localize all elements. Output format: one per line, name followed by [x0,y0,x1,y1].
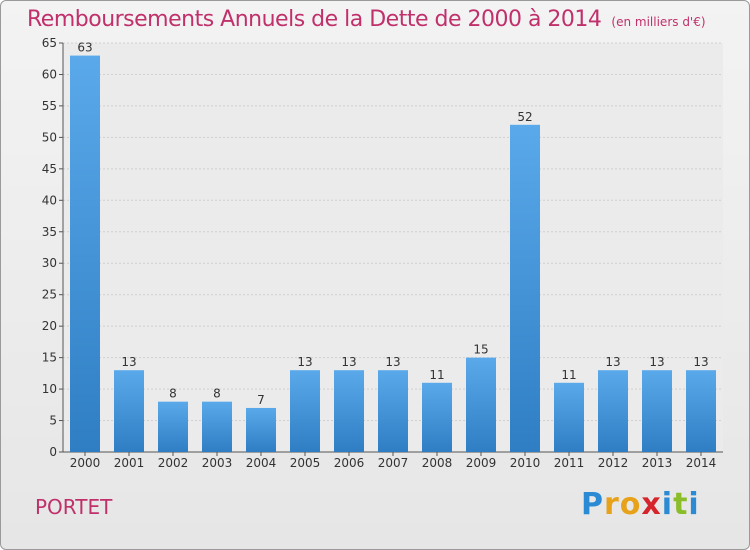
x-tick-label: 2010 [510,456,541,470]
y-tick-label: 60 [42,67,57,81]
x-tick-label: 2003 [202,456,233,470]
logo-letter: x [641,487,662,522]
y-tick-label: 10 [42,382,57,396]
data-label: 7 [257,393,265,407]
x-tick-label: 2013 [642,456,673,470]
data-label: 13 [693,355,708,369]
y-tick-label: 40 [42,193,57,207]
bar [158,401,188,452]
x-tick-label: 2011 [554,456,585,470]
x-tick-label: 2012 [598,456,629,470]
logo-letter: i [661,487,674,522]
data-label: 8 [169,387,177,401]
data-label: 13 [605,355,620,369]
logo-letter: P [581,487,604,522]
bar [378,370,408,452]
y-tick-label: 0 [49,445,57,459]
x-tick-label: 2000 [70,456,101,470]
town-name: PORTET [35,495,113,519]
proxiti-logo: Proxiti [581,487,700,522]
y-tick-label: 15 [42,351,57,365]
y-tick-label: 50 [42,130,57,144]
data-label: 13 [121,355,136,369]
data-label: 52 [517,110,532,124]
y-tick-label: 5 [49,414,57,428]
data-label: 8 [213,387,221,401]
data-label: 13 [385,355,400,369]
bar [598,370,628,452]
x-tick-label: 2005 [290,456,321,470]
logo-letter: i [688,487,700,522]
x-tick-label: 2007 [378,456,409,470]
logo-letter: r [604,487,620,522]
data-label: 13 [341,355,356,369]
y-tick-label: 65 [42,36,57,50]
x-tick-label: 2004 [246,456,277,470]
title-text: Remboursements Annuels de la Dette de 20… [27,7,602,32]
bar [642,370,672,452]
bar [114,370,144,452]
x-tick-label: 2001 [114,456,145,470]
chart-subtitle: (en milliers d'€) [611,15,706,29]
x-tick-label: 2008 [422,456,453,470]
bar [246,407,276,452]
data-label: 11 [429,368,444,382]
bar [422,382,452,452]
logo-letter: t [673,487,689,522]
bar [510,124,540,453]
logo-letter: o [619,487,642,522]
data-label: 11 [561,368,576,382]
x-tick-label: 2014 [686,456,717,470]
chart-title: Remboursements Annuels de la Dette de 20… [27,7,706,32]
x-tick-label: 2002 [158,456,189,470]
data-label: 63 [77,41,92,55]
y-tick-label: 55 [42,99,57,113]
y-tick-label: 25 [42,288,57,302]
y-tick-label: 20 [42,319,57,333]
bar [70,55,100,452]
bar [554,382,584,452]
bar [466,357,496,452]
data-label: 13 [649,355,664,369]
y-tick-label: 45 [42,162,57,176]
data-label: 15 [473,343,488,357]
y-tick-label: 35 [42,225,57,239]
data-label: 13 [297,355,312,369]
bar [334,370,364,452]
bar [686,370,716,452]
y-tick-label: 30 [42,256,57,270]
bar [202,401,232,452]
x-tick-label: 2006 [334,456,365,470]
bar [290,370,320,452]
x-tick-label: 2009 [466,456,497,470]
